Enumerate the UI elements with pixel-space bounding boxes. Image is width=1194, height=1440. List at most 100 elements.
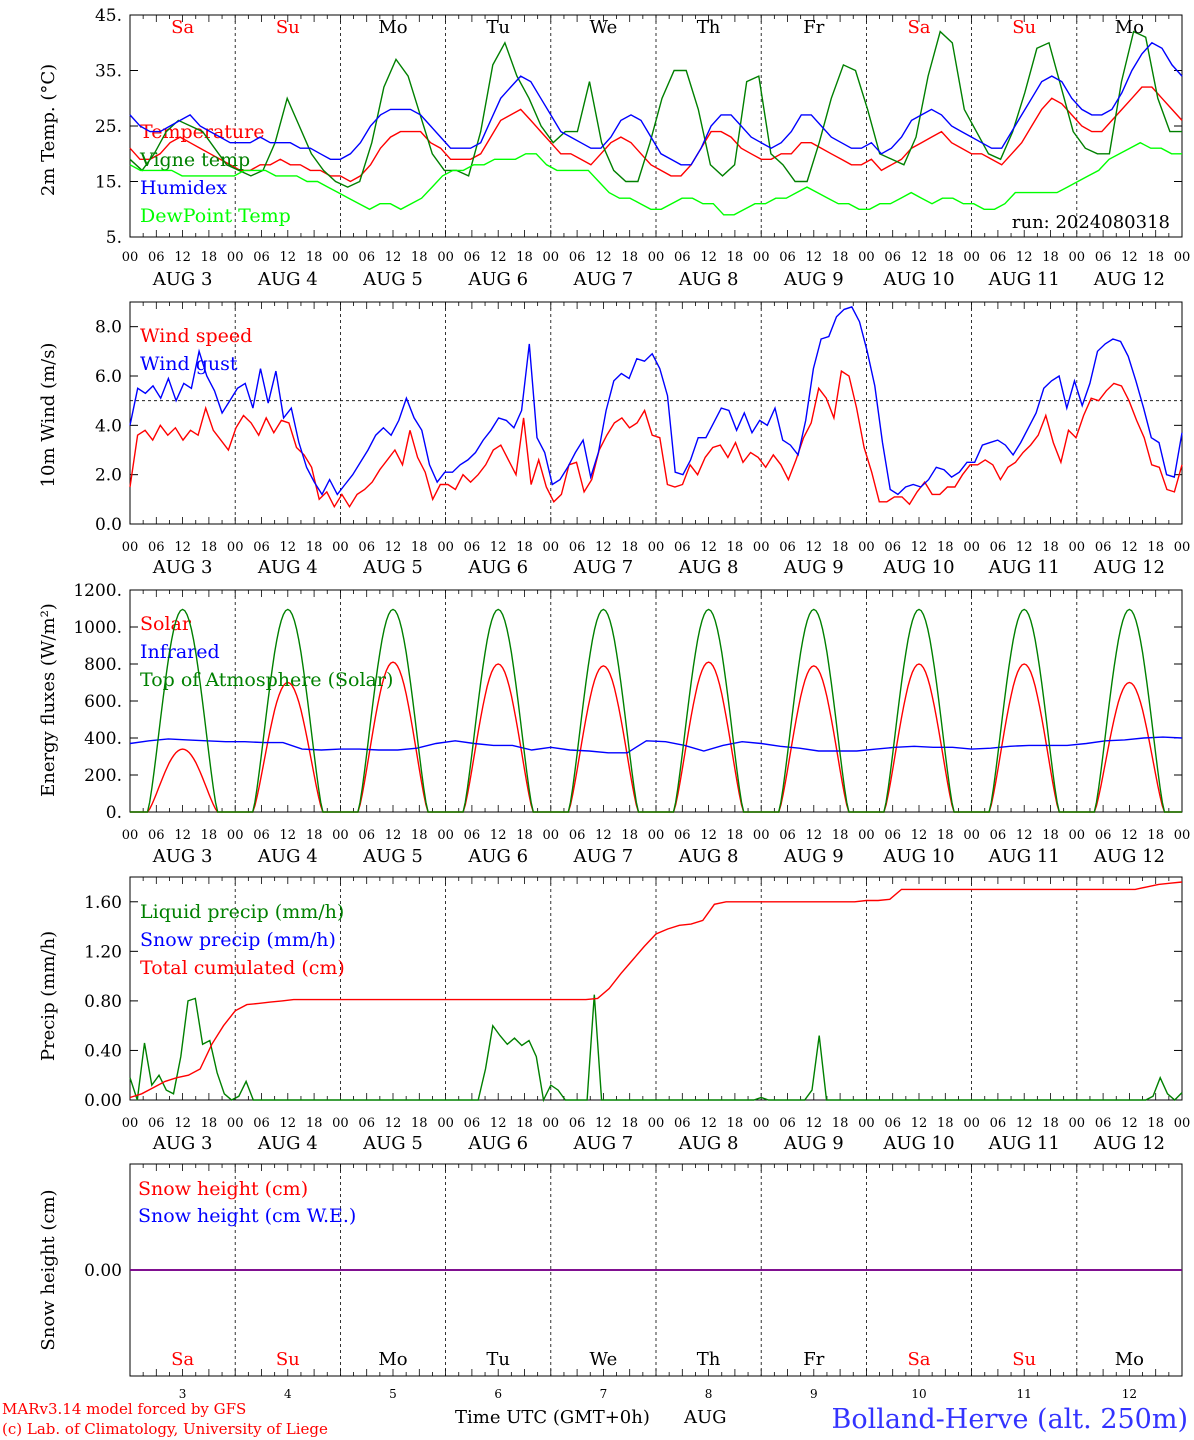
- hour-label: 12: [595, 828, 612, 843]
- y-tick-label: 8.0: [95, 318, 122, 338]
- hour-label: 00: [1069, 1116, 1086, 1131]
- hour-label: 18: [201, 828, 218, 843]
- hour-label: 12: [595, 250, 612, 265]
- y-tick-label: 200.: [84, 766, 122, 786]
- hour-label: 06: [779, 540, 796, 555]
- hour-label: 12: [1016, 1116, 1033, 1131]
- hour-label: 12: [385, 828, 402, 843]
- day-name-top: Mo: [378, 17, 407, 38]
- hour-label-end: 00: [1174, 540, 1191, 555]
- y-tick-label: 1.60: [84, 893, 122, 913]
- hour-label: 00: [543, 250, 560, 265]
- hour-label: 18: [1042, 828, 1059, 843]
- model-credit: MARv3.14 model forced by GFS: [2, 1400, 246, 1418]
- panel-3: 1200. 1000. 800. 600. 400. 200. 0. Energy fluxe…: [38, 581, 1190, 867]
- hour-label: 12: [700, 540, 717, 555]
- day-name-bottom: Mo: [1115, 1349, 1144, 1370]
- hour-label-end: 00: [1174, 828, 1191, 843]
- hour-label: 12: [1121, 540, 1138, 555]
- hour-label: 12: [280, 1116, 297, 1131]
- hour-label: 18: [937, 1116, 954, 1131]
- date-label: AUG 3: [152, 1133, 213, 1154]
- series-line: [129, 369, 1183, 509]
- hour-label: 00: [332, 1116, 349, 1131]
- day-number: 7: [600, 1387, 608, 1401]
- y-axis-label: 10m Wind (m/s): [38, 343, 59, 488]
- legend-entry: Solar: [140, 613, 192, 635]
- hour-label: 18: [201, 540, 218, 555]
- date-label: AUG 12: [1093, 846, 1165, 867]
- hour-label: 12: [1016, 828, 1033, 843]
- hour-label: 12: [174, 828, 191, 843]
- hour-label: 06: [148, 828, 165, 843]
- hour-label: 00: [543, 540, 560, 555]
- y-tick-label: 5.: [106, 228, 122, 248]
- series-line: [129, 30, 1182, 188]
- y-axis-label: Precip (mm/h): [38, 931, 59, 1061]
- y-tick-label: 800.: [84, 655, 122, 675]
- legend-entry: Liquid precip (mm/h): [140, 901, 344, 923]
- hour-label: 12: [911, 828, 928, 843]
- day-number: 12: [1122, 1387, 1137, 1401]
- hour-label: 12: [806, 250, 823, 265]
- hour-label: 18: [516, 1116, 533, 1131]
- hour-label: 00: [648, 250, 665, 265]
- hour-label: 18: [1147, 540, 1164, 555]
- hour-label: 18: [937, 540, 954, 555]
- day-name-bottom: Sa: [907, 1349, 930, 1370]
- hour-label: 12: [174, 1116, 191, 1131]
- hour-label: 18: [621, 250, 638, 265]
- hour-label: 06: [358, 250, 375, 265]
- day-name-top: Tu: [486, 17, 510, 38]
- hour-label: 12: [174, 250, 191, 265]
- day-name-top: Sa: [907, 17, 930, 38]
- date-label: AUG 12: [1093, 1133, 1165, 1154]
- date-label: AUG 4: [257, 1133, 318, 1154]
- hour-label: 18: [621, 540, 638, 555]
- date-label: AUG 4: [257, 269, 318, 290]
- y-axis-label: 2m Temp. (°C): [38, 64, 59, 196]
- hour-label: 00: [332, 250, 349, 265]
- day-number: 4: [284, 1387, 292, 1401]
- hour-label: 18: [832, 540, 849, 555]
- panel-1: 45. 35. 25. 15. 5. 2m Temp. (°C) 00 06 12 18 AUG 3…: [38, 6, 1190, 290]
- series-line: [129, 141, 1182, 216]
- hour-label: 06: [779, 250, 796, 265]
- hour-label: 18: [306, 250, 323, 265]
- day-name-bottom: Su: [276, 1349, 300, 1370]
- day-name-bottom: Mo: [378, 1349, 407, 1370]
- hour-label: 18: [1042, 1116, 1059, 1131]
- hour-label: 18: [832, 1116, 849, 1131]
- hour-label: 06: [779, 828, 796, 843]
- y-tick-label: 45.: [95, 6, 122, 26]
- lab-credit: (c) Lab. of Climatology, University of L…: [2, 1420, 328, 1438]
- hour-label: 18: [411, 540, 428, 555]
- y-tick-label: 2.0: [95, 466, 122, 486]
- hour-label: 18: [937, 828, 954, 843]
- hour-label: 00: [753, 828, 770, 843]
- panel-5: 0.00 Snow height (cm) Snow height (cm) Snow…: [38, 1163, 1183, 1377]
- hour-label: 12: [1121, 1116, 1138, 1131]
- hour-label: 12: [806, 540, 823, 555]
- date-label: AUG 11: [988, 1133, 1060, 1154]
- day-name-bottom: Sa: [171, 1349, 194, 1370]
- hour-label: 06: [1095, 828, 1112, 843]
- y-tick-label: 0.00: [84, 1091, 122, 1111]
- hour-label: 00: [648, 828, 665, 843]
- date-label: AUG 3: [152, 846, 213, 867]
- hour-label: 18: [621, 1116, 638, 1131]
- hour-label: 06: [1095, 1116, 1112, 1131]
- date-label: AUG 12: [1093, 557, 1165, 578]
- hour-label: 06: [884, 250, 901, 265]
- legend-entry: Wind gust: [140, 353, 238, 375]
- legend-entry: Humidex: [140, 177, 227, 199]
- date-label: AUG 6: [467, 557, 528, 578]
- hour-label: 06: [990, 540, 1007, 555]
- day-number: 11: [1017, 1387, 1032, 1401]
- hour-label: 06: [990, 1116, 1007, 1131]
- hour-label: 12: [174, 540, 191, 555]
- hour-label: 18: [937, 250, 954, 265]
- hour-label: 12: [700, 828, 717, 843]
- date-label: AUG 8: [678, 846, 739, 867]
